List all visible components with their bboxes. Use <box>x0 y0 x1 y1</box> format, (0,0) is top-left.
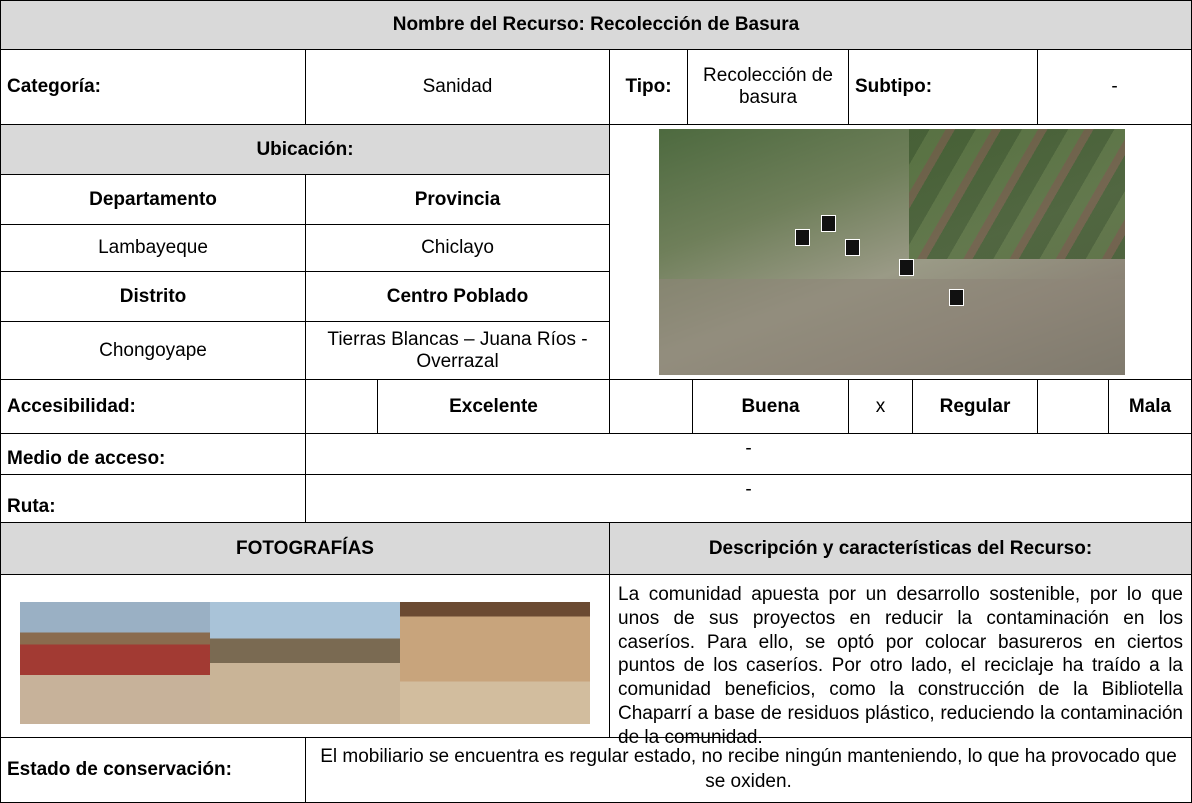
check-cell <box>1037 379 1109 434</box>
option-label: Excelente <box>377 379 610 434</box>
field-value: - <box>305 433 1192 475</box>
column-header: Centro Poblado <box>305 271 610 322</box>
column-header: Distrito <box>0 271 306 322</box>
photo-strip <box>20 602 590 724</box>
option-label: Regular <box>912 379 1038 434</box>
cell-value: Chiclayo <box>305 224 610 272</box>
sheet-title: Nombre del Recurso: Recolección de Basur… <box>0 0 1192 50</box>
section-header: Ubicación: <box>0 124 610 175</box>
aerial-map <box>659 129 1125 375</box>
field-value: El mobiliario se encuentra es regular es… <box>305 737 1192 803</box>
map-cell <box>609 124 1192 380</box>
field-label: Estado de conservación: <box>0 737 306 803</box>
field-label: Ruta: <box>0 474 306 523</box>
field-value: Recolección de basura <box>687 49 849 125</box>
option-label: Mala <box>1108 379 1192 434</box>
description-text: La comunidad apuesta por un desarrollo s… <box>609 574 1192 748</box>
field-label: Categoría: <box>0 49 306 125</box>
option-label: Buena <box>692 379 849 434</box>
field-label: Accesibilidad: <box>0 379 306 434</box>
column-header: Departamento <box>0 174 306 225</box>
section-header: FOTOGRAFÍAS <box>0 522 610 575</box>
field-value: Sanidad <box>305 49 610 125</box>
cell-value: Chongoyape <box>0 321 306 380</box>
cell-value: Tierras Blancas – Juana Ríos - Overrazal <box>305 321 610 380</box>
photo-cell <box>0 574 610 738</box>
section-header: Descripción y características del Recurs… <box>609 522 1192 575</box>
field-value: - <box>305 474 1192 523</box>
cell-value: Lambayeque <box>0 224 306 272</box>
field-label: Subtipo: <box>848 49 1038 125</box>
check-cell: x <box>848 379 913 434</box>
field-label: Tipo: <box>609 49 688 125</box>
field-label: Medio de acceso: <box>0 433 306 475</box>
column-header: Provincia <box>305 174 610 225</box>
check-cell <box>609 379 693 434</box>
check-cell <box>305 379 378 434</box>
field-value: - <box>1037 49 1192 125</box>
